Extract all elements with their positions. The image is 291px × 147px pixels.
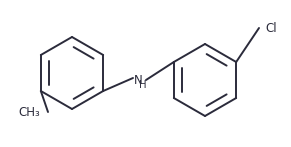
Text: N: N: [134, 74, 142, 86]
Text: H: H: [139, 80, 147, 90]
Text: CH₃: CH₃: [18, 106, 40, 118]
Text: Cl: Cl: [265, 21, 277, 35]
